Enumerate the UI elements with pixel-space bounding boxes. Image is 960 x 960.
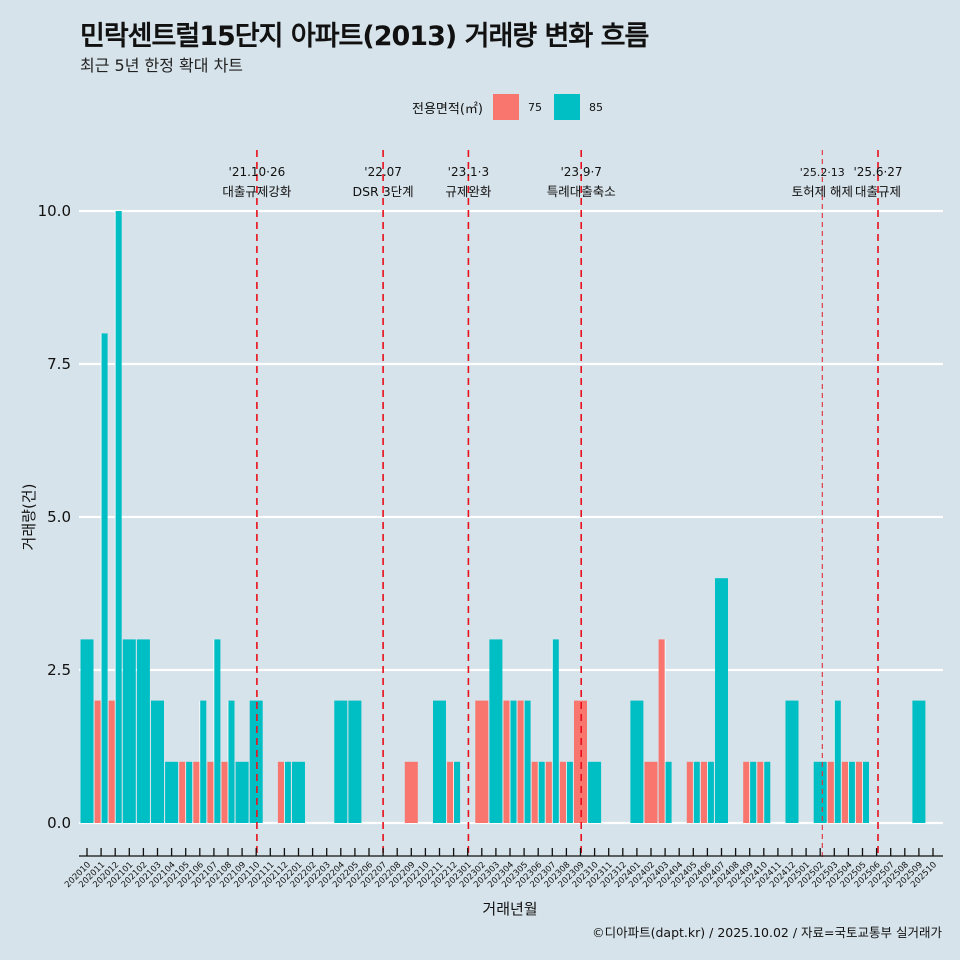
- bar-75-202410: [757, 761, 764, 823]
- bar-85-202011: [101, 333, 108, 823]
- bar-85-202112: [284, 761, 291, 823]
- event-date-2: '23.1·3: [448, 165, 489, 179]
- bar-75-202307: [545, 761, 553, 823]
- y-tick-label: 5.0: [47, 508, 71, 526]
- bar-85-202211: [433, 700, 446, 823]
- bar-85-202205: [348, 700, 362, 823]
- bar-75-202108: [221, 761, 228, 823]
- bar-75-202012: [108, 700, 116, 823]
- bar-85-202012: [115, 211, 122, 823]
- bar-85-202410: [763, 761, 771, 823]
- bar-85-202308: [566, 761, 573, 823]
- bar-75-202405: [686, 761, 694, 823]
- event-date-5: '25.6·27: [853, 165, 902, 179]
- y-tick-label: 2.5: [47, 661, 71, 679]
- event-label-3: 특례대출축소: [547, 184, 616, 199]
- x-axis: 2020102020112020122021012021022021032021…: [63, 848, 943, 890]
- event-date-1: '22.07: [364, 165, 402, 179]
- bar-85-202403: [665, 761, 672, 823]
- bar-75-202105: [179, 761, 186, 823]
- bar-85-202010: [80, 639, 94, 823]
- bar-85-202110: [249, 700, 263, 823]
- bar-85-202502: [813, 761, 827, 823]
- bar-75-202306: [531, 761, 539, 823]
- bar-75-202503: [827, 761, 835, 823]
- bar-75-202402: [644, 761, 658, 823]
- x-axis-title: 거래년월: [482, 900, 537, 918]
- bar-85-202405: [693, 761, 700, 823]
- chart-subtitle: 최근 5년 한정 확대 차트: [80, 56, 244, 75]
- legend-key-85: [553, 94, 580, 120]
- y-axis: 0.0 2.5 5.0 7.5 10.0: [38, 202, 71, 832]
- bar-85-202305: [524, 700, 531, 823]
- bar-75-202107: [207, 761, 214, 823]
- y-axis-title: 거래량(건): [20, 484, 38, 551]
- bar-85-202509: [912, 700, 926, 823]
- bar-85-202310: [588, 761, 602, 823]
- bar-85-202204: [334, 700, 348, 823]
- legend-label-75: 75: [527, 100, 542, 114]
- bar-85-202104: [165, 761, 179, 823]
- bar-75-202505: [856, 761, 863, 823]
- bar-85-202407: [715, 578, 728, 823]
- bar-85-202107: [213, 639, 221, 823]
- event-label-1: DSR 3단계: [353, 184, 414, 199]
- legend: 전용면적(㎡) 75 85: [412, 93, 615, 121]
- event-label-2: 규제완화: [445, 184, 492, 199]
- legend-title: 전용면적(㎡): [412, 101, 483, 117]
- bar-85-202406: [707, 761, 714, 823]
- legend-label-85: 85: [588, 100, 603, 114]
- bar-75-202406: [700, 761, 708, 823]
- bar-85-202306: [538, 761, 545, 823]
- bar-75-202504: [841, 761, 849, 823]
- bar-75-202112: [277, 761, 285, 823]
- bar-85-202503: [834, 700, 841, 823]
- bar-75-202309: [574, 700, 587, 823]
- y-tick-label: 0.0: [47, 814, 71, 832]
- y-tick-label: 10.0: [38, 202, 71, 220]
- bar-75-202305: [517, 700, 525, 823]
- bar-85-202102: [136, 639, 150, 823]
- bar-85-202201: [292, 761, 305, 823]
- event-date-3: '23.9·7: [560, 165, 601, 179]
- event-lines: '21.10·26 대출규제강화 '22.07 DSR 3단계 '23.1·3 규제완화 '…: [222, 150, 903, 858]
- bar-75-202106: [193, 761, 200, 823]
- bar-75-202209: [404, 761, 418, 823]
- bar-85-202103: [151, 700, 164, 823]
- bar-85-202307: [552, 639, 559, 823]
- bar-85-202101: [122, 639, 136, 823]
- bar-85-202401: [630, 700, 644, 823]
- event-label-5: 대출규제: [855, 184, 901, 199]
- bar-85-202409: [749, 761, 757, 823]
- bar-75-202308: [559, 761, 567, 823]
- legend-key-75: [492, 94, 519, 120]
- y-tick-label: 7.5: [47, 355, 71, 373]
- bar-85-202304: [510, 700, 517, 823]
- bar-85-202412: [785, 700, 799, 823]
- bar-75-202011: [94, 700, 102, 823]
- bar-85-202303: [489, 639, 503, 823]
- bar-85-202109: [235, 761, 249, 823]
- bar-85-202105: [185, 761, 193, 823]
- bar-75-202409: [743, 761, 750, 823]
- event-label-0: 대출규제강화: [222, 184, 292, 199]
- bar-75-202302: [475, 700, 489, 823]
- bar-85-202108: [228, 700, 235, 823]
- event-date-4: '25.2·13: [800, 166, 845, 179]
- bar-75-202304: [503, 700, 510, 823]
- bar-85-202212: [453, 761, 461, 823]
- bar-75-202403: [658, 639, 666, 823]
- event-date-0: '21.10·26: [229, 165, 286, 179]
- bar-85-202106: [199, 700, 207, 823]
- caption: ©디아파트(dapt.kr) / 2025.10.02 / 자료=국토교통부 실…: [592, 925, 942, 940]
- chart-title: 민락센트럴15단지 아파트(2013) 거래량 변화 흐름: [80, 21, 649, 52]
- event-label-4: 토허제 해제: [792, 184, 853, 199]
- bar-75-202212: [447, 761, 454, 823]
- bars: [80, 211, 926, 823]
- bar-85-202504: [848, 761, 855, 823]
- bar-85-202505: [862, 761, 869, 823]
